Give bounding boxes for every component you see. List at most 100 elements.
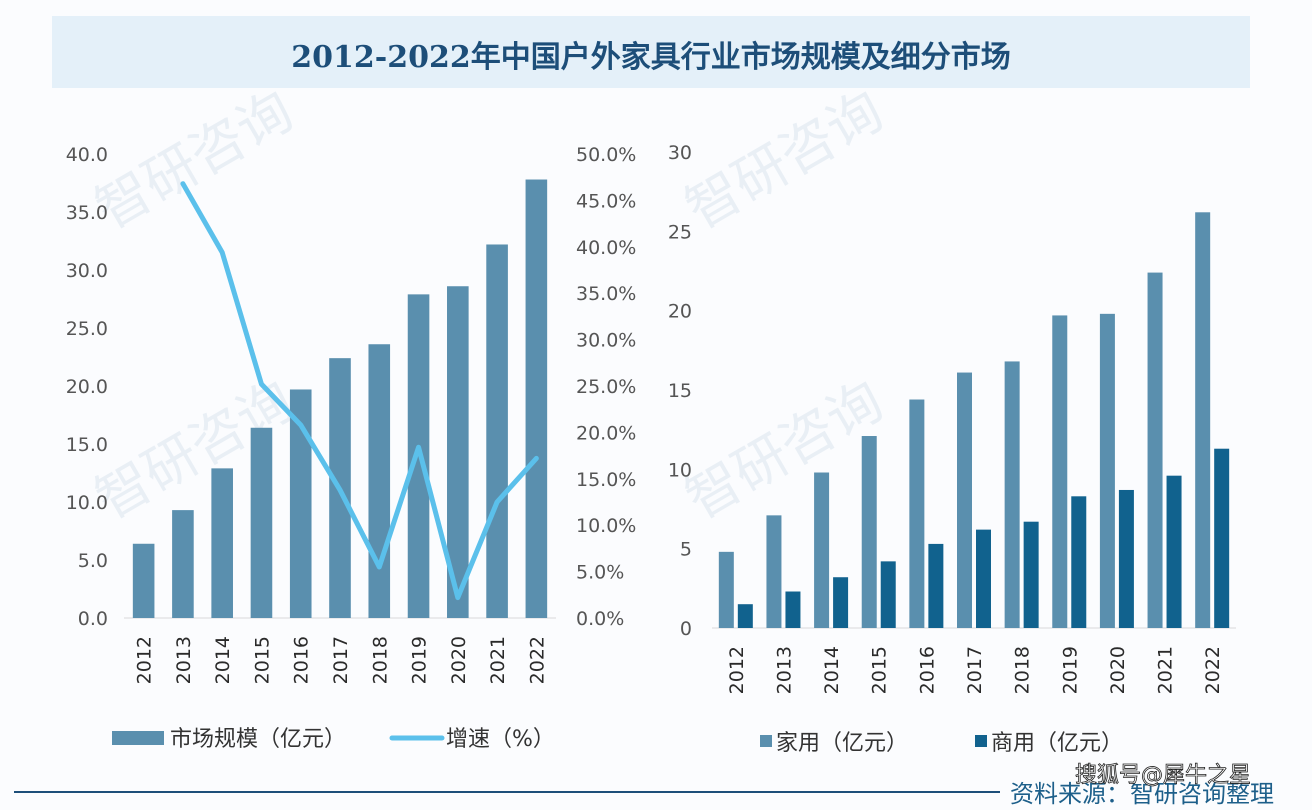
y-left-tick-label: 5.0	[78, 550, 108, 572]
y-tick-label: 20	[668, 301, 692, 323]
bar-market-size	[132, 543, 155, 618]
bar-commercial-use	[785, 591, 801, 628]
y-left-tick-label: 10.0	[66, 492, 108, 514]
bar-home-use	[766, 515, 782, 628]
bar-home-use	[1052, 315, 1068, 628]
bar-commercial-use	[1071, 496, 1087, 628]
y-left-tick-label: 15.0	[66, 434, 108, 456]
bar-market-size	[447, 286, 469, 618]
x-tick-label: 2013	[773, 646, 795, 694]
y-tick-label: 10	[668, 459, 692, 481]
bar-market-size	[250, 427, 273, 618]
x-tick-label: 2012	[134, 636, 156, 684]
bar-market-size	[289, 389, 312, 618]
legend-label-market: 市场规模（亿元）	[170, 727, 346, 752]
chart-title: 2012-2022年中国户外家具行业市场规模及细分市场	[291, 40, 1011, 75]
x-tick-label: 2021	[1155, 646, 1177, 694]
bar-commercial-use	[1023, 521, 1039, 628]
legend-label-home: 家用（亿元）	[776, 731, 908, 756]
x-tick-label: 2015	[251, 636, 273, 684]
y-right-tick-label: 10.0%	[576, 515, 636, 537]
bar-home-use	[909, 399, 925, 628]
growth-rate-line	[180, 181, 539, 601]
legend-swatch-market	[112, 731, 164, 745]
legend-swatch-home	[760, 735, 772, 747]
x-tick-label: 2019	[1059, 646, 1081, 694]
y-right-tick-label: 50.0%	[576, 144, 636, 166]
x-tick-label: 2014	[212, 636, 234, 684]
x-tick-label: 2016	[916, 646, 938, 694]
x-tick-label: 2015	[869, 646, 891, 694]
bar-commercial-use	[1118, 489, 1134, 628]
y-right-tick-label: 0.0%	[576, 608, 624, 630]
legend-label-commercial: 商用（亿元）	[991, 731, 1123, 756]
y-left-tick-label: 40.0	[66, 144, 108, 166]
x-tick-label: 2016	[291, 636, 313, 684]
x-tick-label: 2014	[821, 646, 843, 694]
y-right-tick-label: 40.0%	[576, 237, 636, 259]
y-left-tick-label: 20.0	[66, 376, 108, 398]
bar-market-size	[211, 468, 233, 618]
bar-commercial-use	[880, 561, 896, 628]
bar-commercial-use	[928, 543, 944, 628]
y-right-tick-label: 45.0%	[576, 190, 636, 212]
x-tick-label: 2012	[726, 646, 748, 694]
x-tick-label: 2017	[330, 636, 352, 684]
watermark-text: 智研咨询	[675, 79, 894, 242]
bar-commercial-use	[1214, 448, 1230, 628]
bar-commercial-use	[976, 529, 991, 628]
right-legend: 家用（亿元） 商用（亿元）	[760, 731, 1123, 756]
x-tick-label: 2022	[526, 636, 548, 684]
y-left-tick-label: 25.0	[66, 318, 108, 340]
bar-home-use	[1004, 361, 1020, 628]
bar-home-use	[957, 372, 972, 628]
y-right-tick-label: 35.0%	[576, 283, 636, 305]
bar-home-use	[1195, 212, 1211, 628]
x-tick-label: 2020	[1107, 646, 1129, 694]
y-tick-label: 30	[668, 142, 692, 164]
y-left-tick-label: 30.0	[66, 260, 108, 282]
bar-market-size	[486, 244, 508, 619]
bar-commercial-use	[1166, 475, 1182, 628]
legend-swatch-commercial	[975, 735, 987, 747]
bar-market-size	[525, 179, 548, 618]
bar-market-size	[368, 344, 391, 618]
title-banner: 2012-2022年中国户外家具行业市场规模及细分市场	[52, 16, 1250, 88]
watermark-text: 智研咨询	[675, 369, 894, 532]
watermark-text: 智研咨询	[85, 79, 304, 242]
y-right-tick-label: 5.0%	[576, 562, 624, 584]
left-legend: 市场规模（亿元） 增速（%）	[112, 727, 555, 752]
y-tick-label: 15	[668, 380, 692, 402]
bar-commercial-use	[833, 577, 849, 628]
bar-commercial-use	[737, 604, 753, 628]
y-right-tick-label: 30.0%	[576, 330, 636, 352]
y-right-tick-label: 20.0%	[576, 422, 636, 444]
y-tick-label: 25	[668, 221, 692, 243]
y-right-tick-label: 15.0%	[576, 469, 636, 491]
y-left-tick-label: 35.0	[66, 202, 108, 224]
x-tick-label: 2020	[448, 636, 470, 684]
bar-home-use	[1147, 272, 1163, 628]
bar-home-use	[1099, 313, 1115, 628]
x-tick-label: 2018	[1012, 646, 1034, 694]
y-left-tick-label: 0.0	[78, 608, 108, 630]
y-tick-label: 5	[680, 539, 692, 561]
x-tick-label: 2019	[409, 636, 431, 684]
legend-label-growth: 增速（%）	[446, 727, 555, 752]
y-right-tick-label: 25.0%	[576, 376, 636, 398]
source-label: 资料来源：智研咨询整理	[1010, 780, 1274, 808]
right-chart: 0 5 10 15 20 25 30 2012 2013 2014 2015 2016 2017 2018…	[668, 142, 1236, 694]
bar-market-size	[172, 510, 194, 618]
bar-home-use	[814, 472, 830, 628]
x-tick-label: 2018	[369, 636, 391, 684]
x-tick-label: 2017	[964, 646, 986, 694]
y-tick-label: 0	[680, 618, 692, 640]
bar-home-use	[718, 551, 734, 628]
sohu-watermark: 搜狐号@犀牛之星	[1075, 763, 1251, 788]
x-tick-label: 2021	[487, 636, 509, 684]
x-tick-label: 2022	[1202, 646, 1224, 694]
bar-home-use	[861, 436, 877, 628]
left-chart: 0.0 5.0 10.0 15.0 20.0 25.0 30.0 35.0 40.0 0.0% 5.…	[66, 144, 637, 684]
x-tick-label: 2013	[173, 636, 195, 684]
